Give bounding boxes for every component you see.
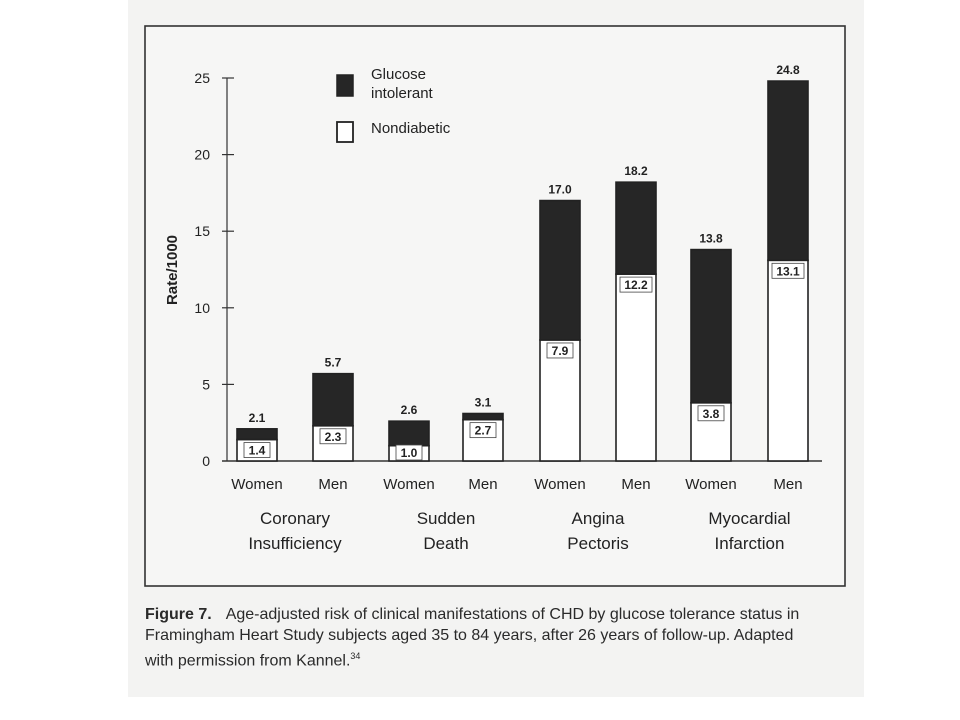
x-category-label: Women — [383, 476, 434, 493]
group-label: Myocardial — [708, 509, 790, 528]
group-label: Sudden — [417, 509, 476, 528]
group-label: Coronary — [260, 509, 330, 528]
value-label-nondiabetic: 1.0 — [401, 446, 418, 460]
bar-glucose-intolerant — [388, 420, 430, 447]
y-tick-label: 15 — [194, 223, 210, 239]
bar-glucose-intolerant — [539, 199, 581, 341]
caption-reference: 34 — [350, 651, 361, 661]
value-label-nondiabetic: 2.3 — [325, 430, 342, 444]
caption-label: Figure 7. — [145, 606, 212, 623]
group-label: Pectoris — [567, 534, 628, 553]
value-label-total: 2.6 — [401, 403, 418, 417]
caption-text: Age-adjusted risk of clinical manifestat… — [145, 606, 800, 670]
x-category-label: Women — [685, 476, 736, 493]
value-label-box — [546, 342, 574, 359]
value-label-total: 3.1 — [475, 396, 492, 410]
value-label-nondiabetic: 1.4 — [249, 444, 266, 458]
value-label-nondiabetic: 7.9 — [552, 344, 569, 358]
group-label: Infarction — [715, 534, 785, 553]
value-label-nondiabetic: 3.8 — [703, 407, 720, 421]
legend-label: intolerant — [371, 85, 434, 102]
value-label-total: 2.1 — [249, 411, 266, 425]
bar-glucose-intolerant — [462, 412, 504, 421]
group-label: Death — [423, 534, 468, 553]
x-category-label: Men — [318, 476, 347, 493]
bar-glucose-intolerant — [312, 372, 354, 427]
value-label-nondiabetic: 2.7 — [475, 424, 492, 438]
value-label-nondiabetic: 12.2 — [624, 278, 648, 292]
x-category-label: Men — [468, 476, 497, 493]
y-tick-label: 5 — [202, 376, 210, 392]
bar-glucose-intolerant — [767, 80, 809, 262]
legend-swatch-nondiabetic — [336, 121, 354, 143]
group-label: Angina — [572, 509, 625, 528]
value-label-nondiabetic: 13.1 — [776, 264, 800, 278]
y-axis-label: Rate/1000 — [164, 235, 181, 305]
value-label-total: 5.7 — [325, 356, 342, 370]
legend-label: Nondiabetic — [371, 120, 451, 137]
bar-nondiabetic — [767, 259, 809, 462]
value-label-total: 13.8 — [699, 232, 723, 246]
x-category-label: Men — [773, 476, 802, 493]
value-label-box — [697, 405, 725, 422]
value-label-box — [395, 444, 423, 461]
value-label-total: 18.2 — [624, 164, 648, 178]
y-tick-label: 20 — [194, 147, 210, 163]
value-label-box — [619, 276, 653, 293]
x-category-label: Women — [231, 476, 282, 493]
group-label: Insufficiency — [248, 534, 342, 553]
bar-glucose-intolerant — [236, 428, 278, 441]
value-label-box — [469, 422, 497, 439]
value-label-box — [319, 428, 347, 445]
chart-frame — [144, 25, 846, 587]
value-label-box — [243, 442, 271, 458]
y-tick-label: 25 — [194, 70, 210, 86]
legend-label: Glucose — [371, 66, 426, 83]
x-category-label: Women — [534, 476, 585, 493]
bar-nondiabetic — [615, 273, 657, 462]
legend-swatch-glucose-intolerant — [336, 74, 354, 97]
figure-caption: Figure 7. Age-adjusted risk of clinical m… — [145, 604, 825, 671]
y-tick-label: 10 — [194, 300, 210, 316]
y-tick-label: 0 — [202, 453, 210, 469]
value-label-box — [771, 262, 805, 279]
value-label-total: 17.0 — [548, 183, 572, 197]
value-label-total: 24.8 — [776, 63, 800, 77]
bar-glucose-intolerant — [690, 248, 732, 404]
x-category-label: Men — [621, 476, 650, 493]
bar-glucose-intolerant — [615, 181, 657, 275]
